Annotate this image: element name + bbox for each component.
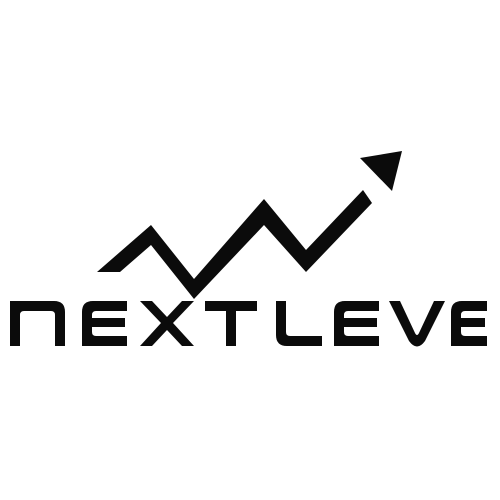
wordmark [10, 301, 487, 347]
letter-e-2 [334, 301, 379, 346]
letter-e-3 [451, 301, 487, 346]
letter-e [82, 301, 127, 346]
letter-t [205, 301, 257, 346]
letter-n [10, 301, 65, 346]
letter-x [140, 301, 194, 346]
rising-zigzag-arrow-icon [97, 151, 402, 299]
letter-v [389, 301, 445, 347]
letter-l-1 [276, 301, 322, 346]
zigzag-trend-line [97, 190, 372, 299]
arrow-head [360, 151, 402, 191]
